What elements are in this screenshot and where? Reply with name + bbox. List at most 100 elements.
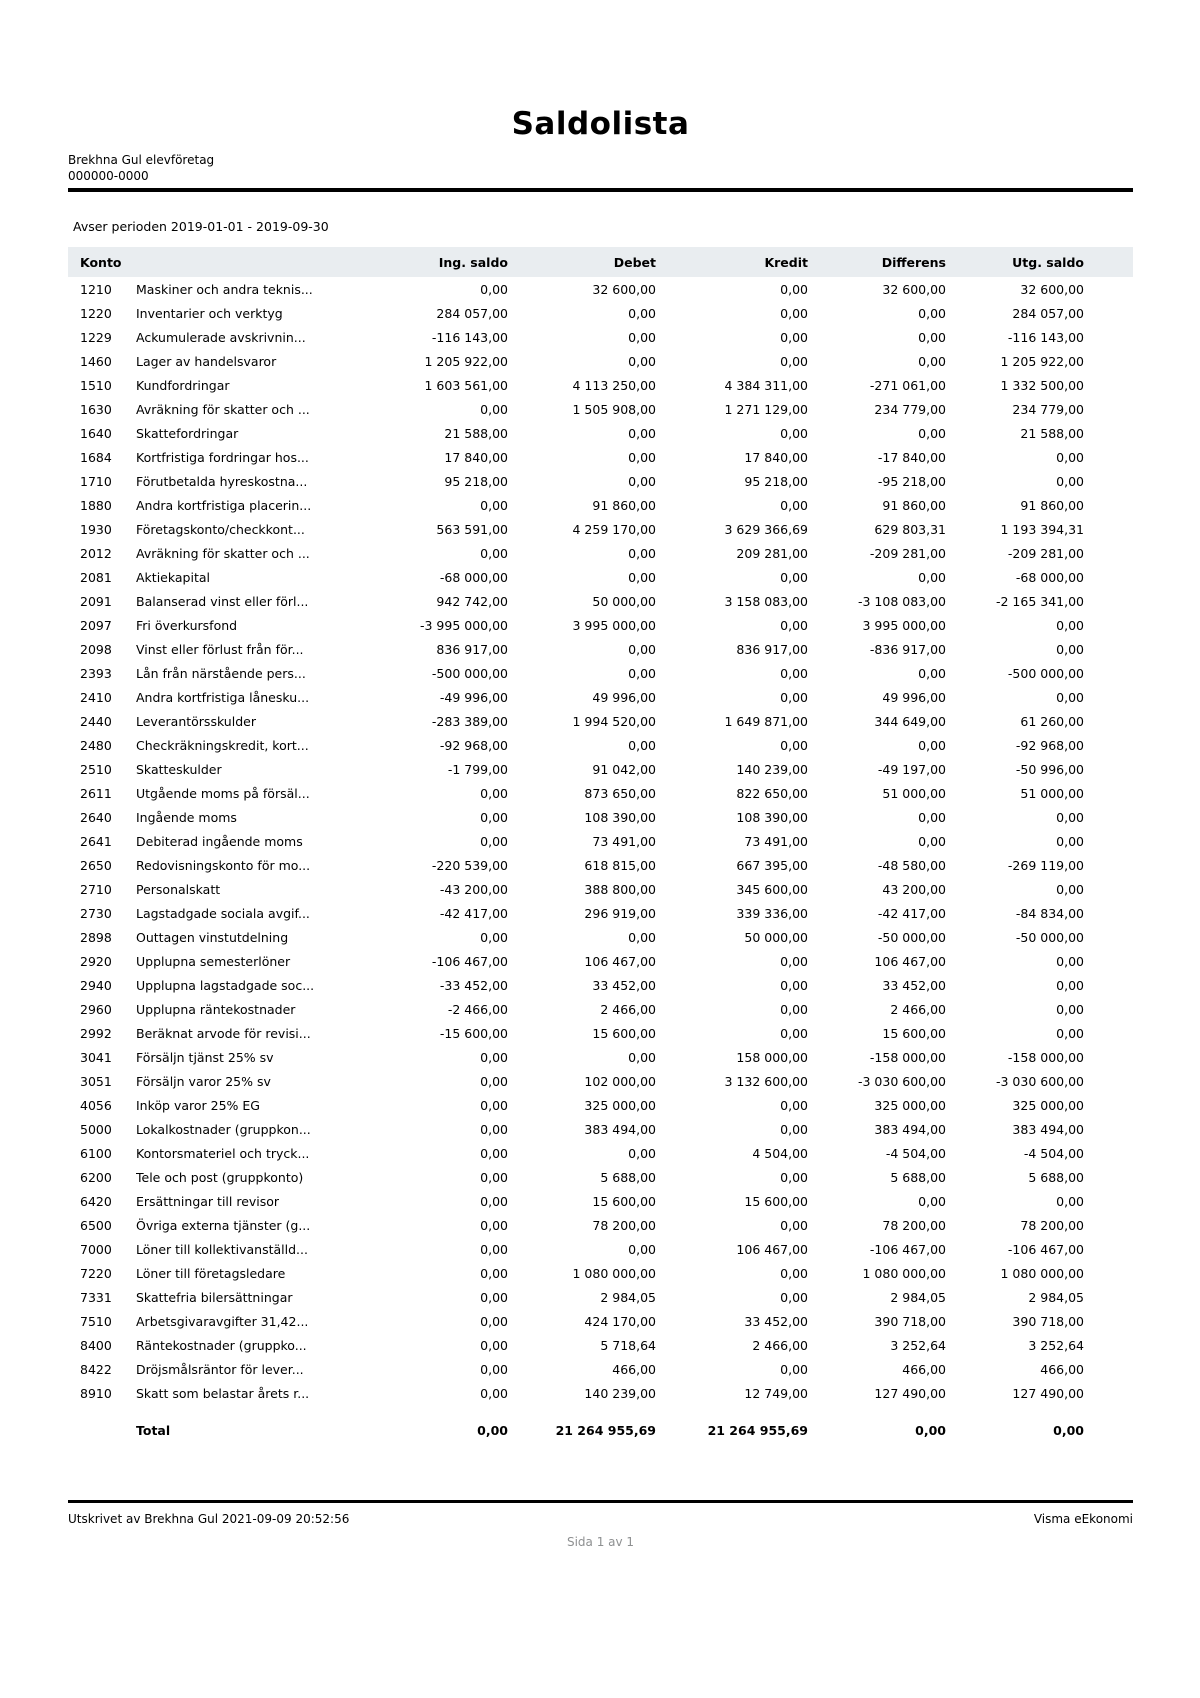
cell-kredit: 0,00 [780,497,808,513]
cell-konto: 1880 [80,497,112,513]
cell-kredit: 12 749,00 [744,1385,808,1401]
cell-kredit: 15 600,00 [744,1193,808,1209]
cell-name: Övriga externa tjänster (g... [136,1217,311,1233]
cell-konto: 2098 [80,641,112,657]
total-debet: 21 264 955,69 [555,1422,656,1438]
table-row: 2091 Balanserad vinst eller förl... 942 74… [68,589,1133,613]
cell-konto: 2393 [80,665,112,681]
cell-ing-saldo: 0,00 [480,1073,508,1089]
cell-konto: 1510 [80,377,112,393]
cell-konto: 8400 [80,1337,112,1353]
cell-kredit: 0,00 [780,617,808,633]
cell-name: Företagskonto/checkkont... [136,521,305,537]
cell-ing-saldo: -3 995 000,00 [419,617,508,633]
cell-name: Arbetsgivaravgifter 31,42... [136,1313,309,1329]
cell-utg-saldo: -209 281,00 [1007,545,1084,561]
cell-debet: 108 390,00 [584,809,656,825]
cell-konto: 2097 [80,617,112,633]
cell-differens: 0,00 [918,305,946,321]
cell-kredit: 140 239,00 [736,761,808,777]
cell-kredit: 33 452,00 [744,1313,808,1329]
cell-ing-saldo: 0,00 [480,1193,508,1209]
cell-debet: 0,00 [628,473,656,489]
cell-differens: -49 197,00 [877,761,946,777]
cell-kredit: 0,00 [780,1265,808,1281]
cell-ing-saldo: 0,00 [480,1097,508,1113]
cell-ing-saldo: 0,00 [480,281,508,297]
cell-differens: 390 718,00 [874,1313,946,1329]
cell-utg-saldo: 1 205 922,00 [1000,353,1085,369]
cell-utg-saldo: -3 030 600,00 [995,1073,1084,1089]
cell-ing-saldo: 0,00 [480,401,508,417]
cell-name: Kontorsmateriel och tryck... [136,1145,310,1161]
cell-kredit: 95 218,00 [744,473,808,489]
table-row: 2611 Utgående moms på försäl... 0,00 873 65… [68,781,1133,805]
cell-kredit: 822 650,00 [736,785,808,801]
cell-name: Vinst eller förlust från för... [136,641,304,657]
cell-differens: 127 490,00 [874,1385,946,1401]
cell-name: Skatteskulder [136,761,222,777]
table-row: 7000 Löner till kollektivanställd... 0,00 0… [68,1237,1133,1261]
cell-differens: 106 467,00 [874,953,946,969]
cell-utg-saldo: 5 688,00 [1028,1169,1084,1185]
table-body: 1210 Maskiner och andra teknis... 0,00 32 6… [68,277,1133,1405]
cell-name: Upplupna lagstadgade soc... [136,977,315,993]
table-row: 2730 Lagstadgade sociala avgif... -42 417,… [68,901,1133,925]
cell-differens: -4 504,00 [885,1145,946,1161]
cell-debet: 0,00 [628,449,656,465]
cell-name: Förutbetalda hyreskostna... [136,473,308,489]
cell-konto: 6100 [80,1145,112,1161]
cell-differens: 5 688,00 [890,1169,946,1185]
cell-utg-saldo: -116 143,00 [1007,329,1084,345]
cell-utg-saldo: 0,00 [1056,953,1084,969]
col-header-konto: Konto [80,254,122,270]
cell-debet: 50 000,00 [592,593,656,609]
cell-kredit: 345 600,00 [736,881,808,897]
cell-konto: 6500 [80,1217,112,1233]
table-row: 2410 Andra kortfristiga lånesku... -49 996… [68,685,1133,709]
cell-name: Lokalkostnader (gruppkon... [136,1121,311,1137]
cell-debet: 0,00 [628,929,656,945]
col-header-differens: Differens [881,254,946,270]
cell-konto: 2730 [80,905,112,921]
cell-debet: 0,00 [628,425,656,441]
cell-name: Skatt som belastar årets r... [136,1385,310,1401]
cell-name: Räntekostnader (gruppko... [136,1337,307,1353]
cell-utg-saldo: -4 504,00 [1023,1145,1084,1161]
col-header-utg-saldo: Utg. saldo [1012,254,1084,270]
cell-konto: 1930 [80,521,112,537]
cell-debet: 466,00 [612,1361,656,1377]
cell-ing-saldo: -15 600,00 [439,1025,508,1041]
cell-name: Dröjsmålsräntor för lever... [136,1361,304,1377]
cell-kredit: 0,00 [780,1361,808,1377]
cell-utg-saldo: 91 860,00 [1020,497,1084,513]
cell-differens: 15 600,00 [882,1025,946,1041]
printed-by-label: Utskrivet av Brekhna Gul 2021-09-09 20:5… [68,1512,350,1526]
cell-name: Löner till företagsledare [136,1265,286,1281]
page-number: Sida 1 av 1 [566,1535,635,1549]
cell-kredit: 0,00 [780,353,808,369]
brand-label: Visma eEkonomi [1033,1512,1133,1526]
cell-kredit: 0,00 [780,1097,808,1113]
cell-name: Avräkning för skatter och ... [136,401,310,417]
cell-konto: 2410 [80,689,112,705]
cell-differens: -95 218,00 [877,473,946,489]
cell-debet: 5 718,64 [600,1337,656,1353]
cell-ing-saldo: 0,00 [480,545,508,561]
cell-konto: 2012 [80,545,112,561]
cell-differens: 2 466,00 [890,1001,946,1017]
cell-differens: 325 000,00 [874,1097,946,1113]
cell-kredit: 0,00 [780,1289,808,1305]
cell-utg-saldo: 0,00 [1056,977,1084,993]
cell-konto: 1210 [80,281,112,297]
cell-differens: -3 030 600,00 [857,1073,946,1089]
cell-utg-saldo: 21 588,00 [1020,425,1084,441]
cell-konto: 3051 [80,1073,112,1089]
cell-debet: 0,00 [628,353,656,369]
table-row: 1630 Avräkning för skatter och ... 0,00 1 5… [68,397,1133,421]
cell-debet: 1 505 908,00 [572,401,657,417]
cell-utg-saldo: 234 779,00 [1012,401,1084,417]
cell-kredit: 209 281,00 [736,545,808,561]
cell-name: Kortfristiga fordringar hos... [136,449,309,465]
